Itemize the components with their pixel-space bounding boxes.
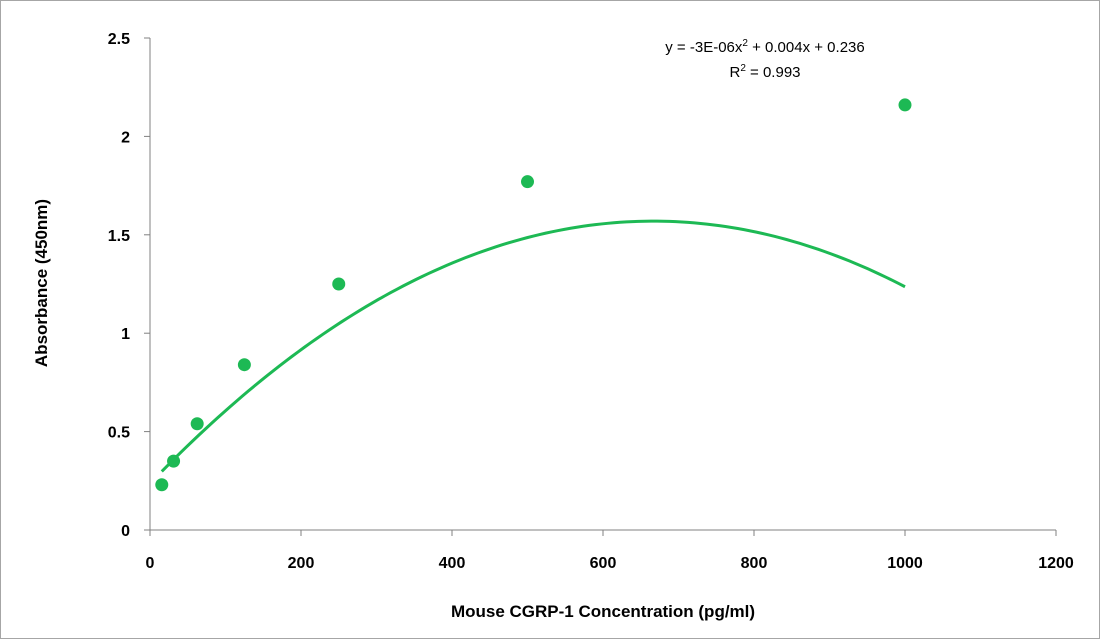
equation-lhs: y = -3E-06x [665,39,743,56]
data-point [899,98,912,111]
x-axis-title: Mouse CGRP-1 Concentration (pg/ml) [451,602,755,621]
y-tick-label: 1.5 [108,228,130,245]
x-tick-label: 600 [590,555,617,572]
trendline-equation: y = -3E-06x2 + 0.004x + 0.236 [665,38,864,56]
y-tick-label: 0 [121,523,130,540]
x-tick-label: 0 [146,555,155,572]
data-point [167,455,180,468]
x-tick-label: 200 [288,555,315,572]
y-tick-label: 2 [121,129,130,146]
y-axis-title: Absorbance (450nm) [32,199,51,367]
y-tick-label: 2.5 [108,31,130,48]
r2-rhs: = 0.993 [746,64,801,81]
data-point [332,278,345,291]
x-tick-label: 1200 [1038,555,1074,572]
y-tick-label: 1 [121,326,130,343]
data-point [191,417,204,430]
data-point [521,175,534,188]
x-tick-label: 1000 [887,555,923,572]
y-tick-label: 0.5 [108,425,130,442]
data-point [155,478,168,491]
x-tick-label: 400 [439,555,466,572]
r-squared-label: R2 = 0.993 [729,63,800,81]
data-point [238,358,251,371]
equation-rhs: + 0.004x + 0.236 [748,39,865,56]
r2-base: R [729,64,740,81]
x-tick-label: 800 [741,555,768,572]
